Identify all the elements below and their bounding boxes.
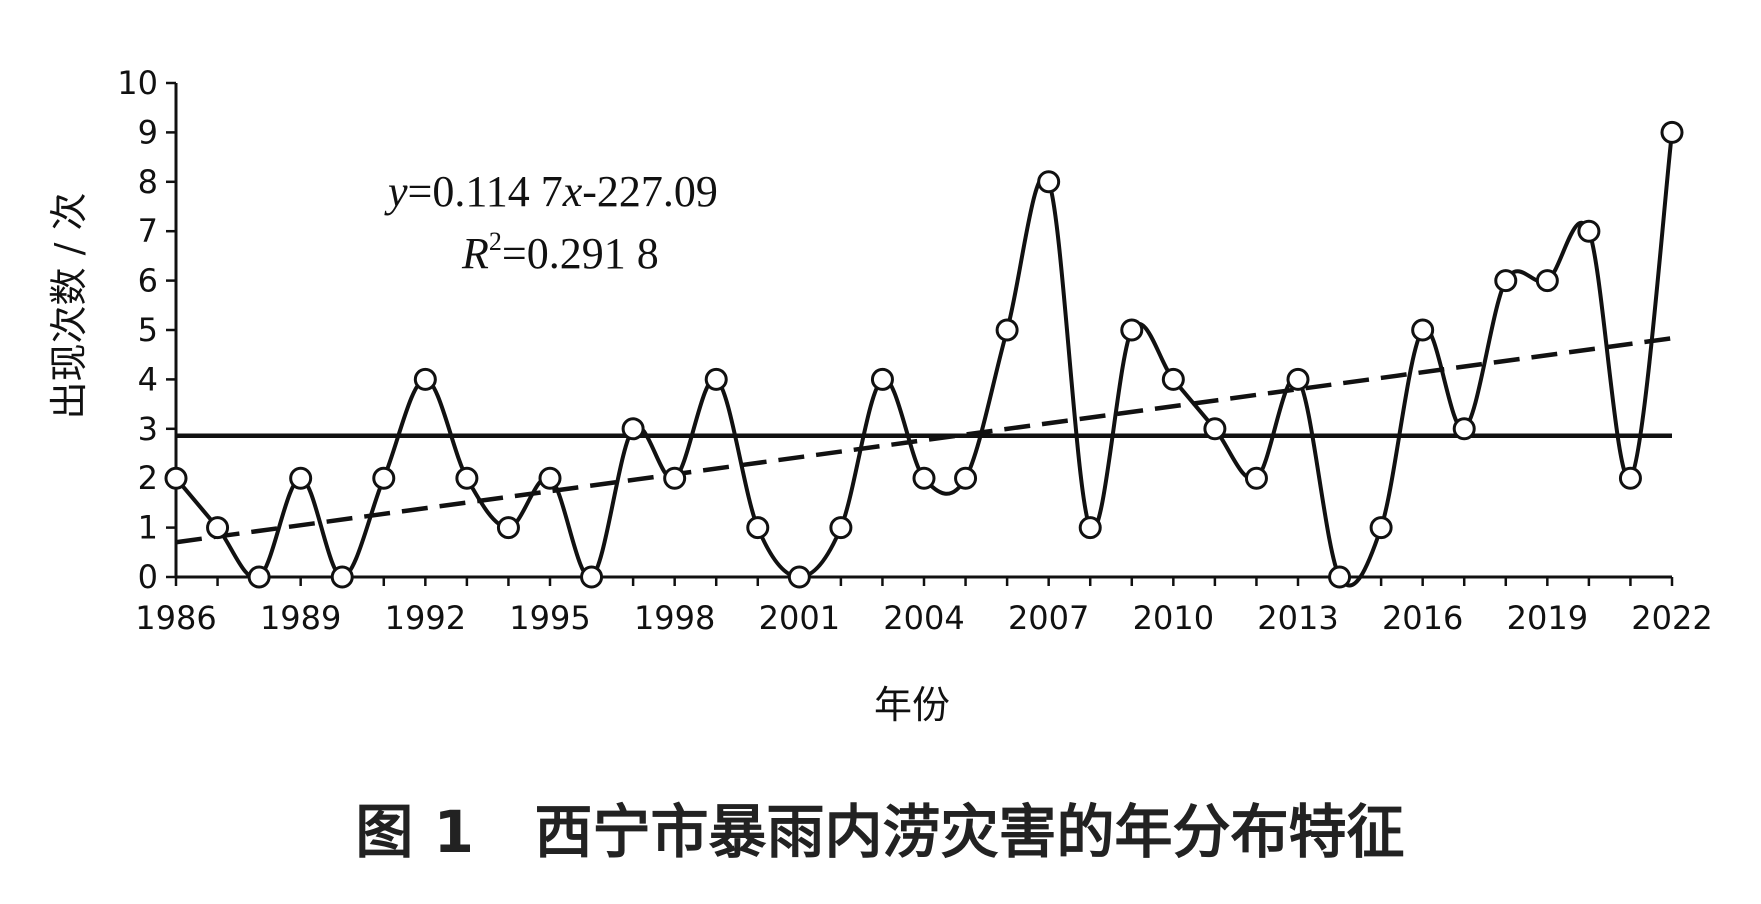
data-point [580, 565, 604, 589]
eq-y: y [384, 167, 408, 216]
y-tick-label: 7 [138, 212, 158, 250]
y-tick-label: 2 [138, 459, 158, 497]
data-point [870, 367, 894, 391]
data-point [704, 367, 728, 391]
data-point [663, 466, 687, 490]
x-tick-label: 2010 [1133, 599, 1214, 637]
data-point [1120, 318, 1144, 342]
data-point [1369, 516, 1393, 540]
data-point [1203, 417, 1227, 441]
series-line [174, 132, 1674, 588]
x-tick-label: 2007 [1008, 599, 1089, 637]
x-tick-label: 2013 [1257, 599, 1338, 637]
data-point [1078, 516, 1102, 540]
data-point [289, 466, 313, 490]
axes [174, 83, 1672, 579]
data-point [1328, 565, 1352, 589]
eq-coef: =0.114 7 [408, 167, 563, 216]
data-point [247, 565, 271, 589]
y-tick-label: 10 [117, 64, 158, 102]
data-point [1494, 269, 1518, 293]
x-tick-label: 1989 [260, 599, 341, 637]
data-point [1161, 367, 1185, 391]
x-tick-label: 1986 [135, 599, 216, 637]
x-tick-label: 2004 [883, 599, 964, 637]
x-tick-label: 1995 [509, 599, 590, 637]
data-point [330, 565, 354, 589]
y-tick-label: 1 [138, 509, 158, 547]
y-axis-title: 出现次数 / 次 [47, 193, 91, 420]
data-point [1037, 170, 1061, 194]
data-point [621, 417, 645, 441]
data-point [413, 367, 437, 391]
data-point [1535, 269, 1559, 293]
y-tick-label: 3 [138, 410, 158, 448]
data-markers [164, 120, 1684, 589]
x-tick-label: 2019 [1507, 599, 1588, 637]
data-point [455, 466, 479, 490]
eq-intercept: -227.09 [582, 167, 718, 216]
eq-x: x [562, 167, 583, 216]
data-point [746, 516, 770, 540]
x-tick-label: 2022 [1631, 599, 1712, 637]
y-axis-ticks: 0 1 2 3 4 5 6 7 8 9 10 [117, 64, 176, 596]
data-point [787, 565, 811, 589]
y-tick-label: 8 [138, 163, 158, 201]
x-tick-label: 2016 [1382, 599, 1463, 637]
x-tick-label: 2001 [759, 599, 840, 637]
data-point [1286, 367, 1310, 391]
plot-lines [174, 132, 1674, 588]
x-tick-label: 1992 [385, 599, 466, 637]
trend-line [175, 336, 1673, 545]
data-point [206, 516, 230, 540]
r2-exponent: 2 [489, 227, 502, 256]
data-point [372, 466, 396, 490]
data-point [995, 318, 1019, 342]
data-point [538, 466, 562, 490]
r-squared: R2=0.291 8 [461, 227, 659, 278]
data-point [829, 516, 853, 540]
x-axis-ticks: 1986 1989 1992 1995 1998 2001 2004 2007 2010 2013… [135, 577, 1713, 637]
y-tick-label: 0 [138, 558, 158, 596]
x-axis-title: 年份 [874, 683, 950, 727]
y-tick-label: 9 [138, 113, 158, 151]
trend-equation: y=0.114 7x-227.09 [384, 167, 718, 216]
data-point [1452, 417, 1476, 441]
data-point [496, 516, 520, 540]
data-point [1244, 466, 1268, 490]
y-tick-label: 4 [138, 360, 158, 398]
figure-caption: 图 1 西宁市暴雨内涝灾害的年分布特征 [355, 798, 1404, 866]
y-tick-label: 5 [138, 311, 158, 349]
x-tick-label: 1998 [634, 599, 715, 637]
r2-value: =0.291 8 [502, 229, 659, 278]
data-point [164, 466, 188, 490]
data-point [1411, 318, 1435, 342]
data-point [1618, 466, 1642, 490]
data-point [1660, 120, 1684, 144]
data-point [912, 466, 936, 490]
data-point [1577, 219, 1601, 243]
data-point [954, 466, 978, 490]
y-tick-label: 6 [138, 262, 158, 300]
r2-r: R [461, 229, 489, 278]
